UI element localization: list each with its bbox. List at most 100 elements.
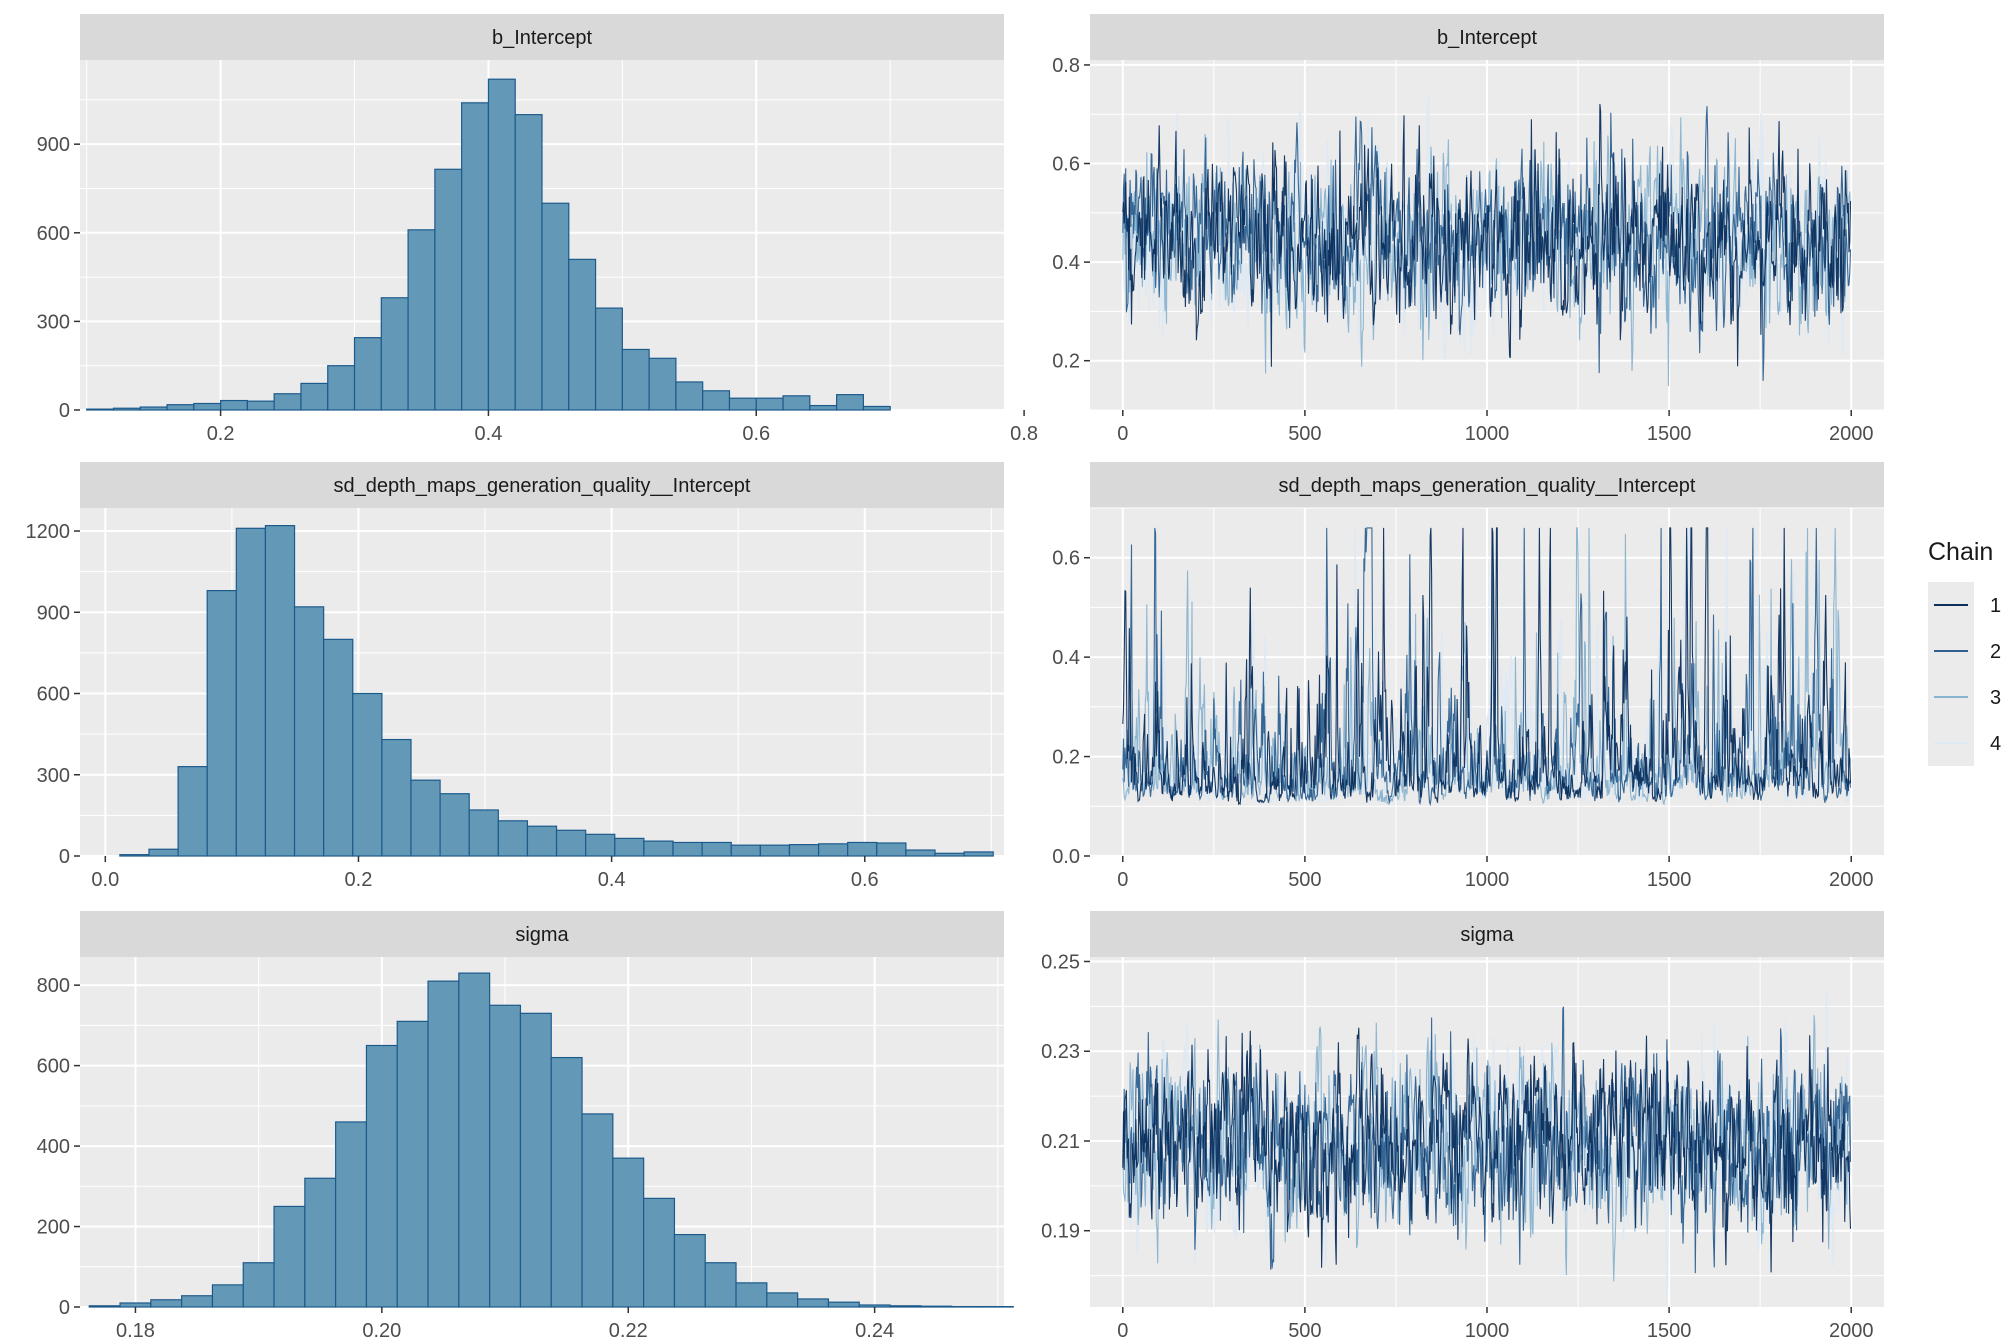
facet-strip xyxy=(80,462,1004,508)
histogram-bar xyxy=(934,852,965,857)
histogram-bar xyxy=(434,168,463,411)
histogram-bar xyxy=(797,1298,830,1308)
histogram-bar xyxy=(541,202,570,411)
histogram-bar xyxy=(766,1292,799,1308)
histogram-bar xyxy=(273,393,302,411)
histogram-bar xyxy=(211,1284,244,1308)
facet-strip xyxy=(80,911,1004,957)
histogram-bar xyxy=(396,1020,429,1308)
histogram-bar xyxy=(555,829,587,857)
histogram-bar xyxy=(407,229,436,411)
y-tick-label: 900 xyxy=(37,602,70,624)
y-tick-label: 0.4 xyxy=(1052,647,1080,669)
histogram-bar xyxy=(963,851,994,857)
x-tick-label: 500 xyxy=(1288,1320,1321,1342)
histogram-bar xyxy=(755,397,784,411)
facet-title: b_Intercept xyxy=(1437,27,1538,49)
histogram-bar xyxy=(112,407,141,411)
histogram-bar xyxy=(702,390,731,411)
x-tick-label: 1500 xyxy=(1647,423,1692,445)
histogram-bar xyxy=(88,1305,121,1308)
histogram-bar xyxy=(206,589,237,857)
histogram-bar xyxy=(905,849,936,857)
trace-chain-1 xyxy=(1122,1027,1852,1273)
histogram-bar xyxy=(759,844,791,857)
x-tick-label: 0.8 xyxy=(1010,423,1038,445)
panel-1: b_Intercept 0.2 0.4 0.6 0.8 0 300 600 900 xyxy=(37,14,1038,445)
histogram-bar xyxy=(858,1304,891,1308)
y-tick-label: 300 xyxy=(37,765,70,787)
panel-2: b_Intercept 0 500 1000 1500 2000 0.2 0.4 0.6 0.8 xyxy=(1052,14,1884,445)
histogram-bar xyxy=(119,1302,152,1308)
histogram-bar xyxy=(166,404,195,411)
histogram-bar xyxy=(672,841,703,857)
histogram-bar xyxy=(468,809,499,857)
x-tick-label: 0.24 xyxy=(855,1320,894,1342)
y-tick-label: 0 xyxy=(59,846,70,868)
y-tick-label: 900 xyxy=(37,134,70,156)
x-tick-label: 500 xyxy=(1288,423,1321,445)
x-tick-label: 1000 xyxy=(1465,869,1510,891)
histogram-bar xyxy=(300,382,329,411)
histogram-bar xyxy=(526,825,558,857)
panel-6: sigma 0 500 1000 1500 2000 0.19 0.21 0.23 0.25 xyxy=(1041,911,1884,1342)
histogram-bar xyxy=(150,1299,183,1308)
histogram-bar xyxy=(410,779,441,857)
x-tick-label: 0.20 xyxy=(362,1320,401,1342)
histogram-bar xyxy=(381,738,412,857)
y-tick-label: 0.6 xyxy=(1052,154,1080,176)
x-tick-label: 0 xyxy=(1117,423,1128,445)
histogram-bar xyxy=(439,793,470,857)
histogram-bar xyxy=(836,394,864,411)
histogram-bar xyxy=(889,1305,922,1308)
y-tick-label: 0 xyxy=(59,400,70,422)
facet-title: b_Intercept xyxy=(492,27,593,49)
histogram-bar xyxy=(648,357,677,411)
y-tick-label: 0.25 xyxy=(1041,951,1080,973)
legend-label: 1 xyxy=(1990,595,2001,617)
trace-chain-2 xyxy=(1122,527,1852,807)
histogram-bar xyxy=(788,844,820,857)
x-tick-label: 1500 xyxy=(1647,869,1692,891)
y-tick-label: 1200 xyxy=(26,521,71,543)
facet-title: sd_depth_maps_generation_quality__Interc… xyxy=(334,475,751,497)
y-tick-label: 400 xyxy=(37,1136,70,1158)
histogram-bar xyxy=(380,297,409,411)
histogram-bar xyxy=(673,1233,706,1308)
histogram-bar xyxy=(735,1282,768,1308)
legend-title: Chain xyxy=(1928,538,1993,566)
histogram-bar xyxy=(293,606,325,857)
y-tick-label: 600 xyxy=(37,1056,70,1078)
histogram-bar xyxy=(568,258,597,411)
y-tick-label: 0.4 xyxy=(1052,252,1080,274)
y-tick-label: 300 xyxy=(37,311,70,333)
facet-strip xyxy=(1090,911,1884,957)
x-tick-label: 0 xyxy=(1117,1320,1128,1342)
histogram-bar xyxy=(181,1295,214,1308)
x-tick-label: 2000 xyxy=(1829,1320,1874,1342)
histogram-bar xyxy=(514,114,543,411)
histogram-bar xyxy=(621,348,650,411)
histogram-bar xyxy=(594,307,623,411)
histogram-bar xyxy=(139,406,168,411)
histogram-bar xyxy=(86,408,115,411)
y-tick-label: 0.23 xyxy=(1041,1041,1080,1063)
x-tick-label: 1500 xyxy=(1647,1320,1692,1342)
histogram-bar xyxy=(487,78,516,411)
x-tick-label: 1000 xyxy=(1465,423,1510,445)
x-tick-label: 0.22 xyxy=(609,1320,648,1342)
legend: Chain 1 2 3 4 xyxy=(1928,538,2001,766)
histogram-bar xyxy=(643,840,674,857)
histogram-bar xyxy=(193,402,222,411)
facet-title: sigma xyxy=(1460,924,1514,946)
panel-3: sd_depth_maps_generation_quality__Interc… xyxy=(26,462,1004,891)
panel-5: sigma 0.18 0.20 0.22 0.24 0 200 400 600 800 xyxy=(37,911,1014,1342)
trace-chain-1 xyxy=(1122,104,1852,367)
histogram-bar xyxy=(782,395,811,411)
y-tick-label: 0.21 xyxy=(1041,1131,1080,1153)
y-tick-label: 0.8 xyxy=(1052,55,1080,77)
x-tick-label: 0.0 xyxy=(91,869,119,891)
histogram-bar xyxy=(847,841,878,857)
x-tick-label: 0.2 xyxy=(207,423,235,445)
trace-chain-2 xyxy=(1122,1006,1852,1274)
